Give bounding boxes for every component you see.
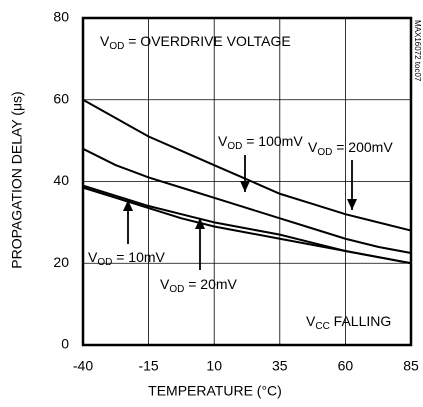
- series-line: [82, 147, 412, 255]
- series-label-part: V: [160, 276, 170, 292]
- series-label-part: V: [218, 133, 228, 149]
- arrow-head: [347, 199, 357, 210]
- x-tick-label: 85: [403, 358, 419, 374]
- x-tick-label: -40: [73, 358, 93, 374]
- annotation-part: CC: [315, 321, 329, 332]
- x-tick-label: 60: [338, 358, 354, 374]
- x-tick-label: 10: [206, 358, 222, 374]
- annotation: VOD = OVERDRIVE VOLTAGE: [100, 33, 291, 52]
- series-label-part: = 100mV: [242, 133, 303, 149]
- series-label-part: OD: [169, 284, 184, 295]
- series-label-part: = 10mV: [112, 249, 165, 265]
- series-label-part: V: [88, 249, 98, 265]
- series-label-part: = 200mV: [332, 139, 393, 155]
- y-tick-label: 20: [53, 254, 69, 270]
- series-label-part: OD: [317, 147, 332, 158]
- y-axis-title: PROPAGATION DELAY (μs): [9, 91, 25, 268]
- y-tick-label: 40: [53, 172, 69, 188]
- series-label: VOD = 10mV: [88, 249, 166, 268]
- series-label-part: OD: [97, 257, 112, 268]
- y-tick-label: 80: [53, 9, 69, 25]
- series-label: VOD = 200mV: [308, 139, 393, 158]
- y-tick-label: 60: [53, 90, 69, 106]
- series-label: VOD = 20mV: [160, 276, 238, 295]
- series-label-part: OD: [227, 141, 242, 152]
- series-label: VOD = 100mV: [218, 133, 303, 152]
- series-line: [82, 98, 412, 232]
- arrow-head: [123, 200, 133, 211]
- x-tick-label: 35: [272, 358, 288, 374]
- annotation-part: = OVERDRIVE VOLTAGE: [124, 33, 290, 49]
- plot-frame: [81, 16, 413, 347]
- arrow-head: [195, 218, 205, 229]
- arrow-head: [240, 181, 250, 192]
- annotation-part: FALLING: [330, 313, 391, 329]
- annotation-part: V: [306, 313, 316, 329]
- series-label-part: V: [308, 139, 318, 155]
- x-tick-label: -15: [138, 358, 158, 374]
- series-line: [82, 186, 412, 265]
- annotation: VCC FALLING: [306, 313, 391, 332]
- annotation-part: V: [100, 33, 110, 49]
- series-label-part: = 20mV: [184, 276, 237, 292]
- x-axis-title: TEMPERATURE (°C): [148, 383, 282, 399]
- side-note: MAX16072 toc07: [413, 20, 422, 82]
- annotation-part: OD: [109, 41, 124, 52]
- y-tick-label: 0: [61, 336, 69, 352]
